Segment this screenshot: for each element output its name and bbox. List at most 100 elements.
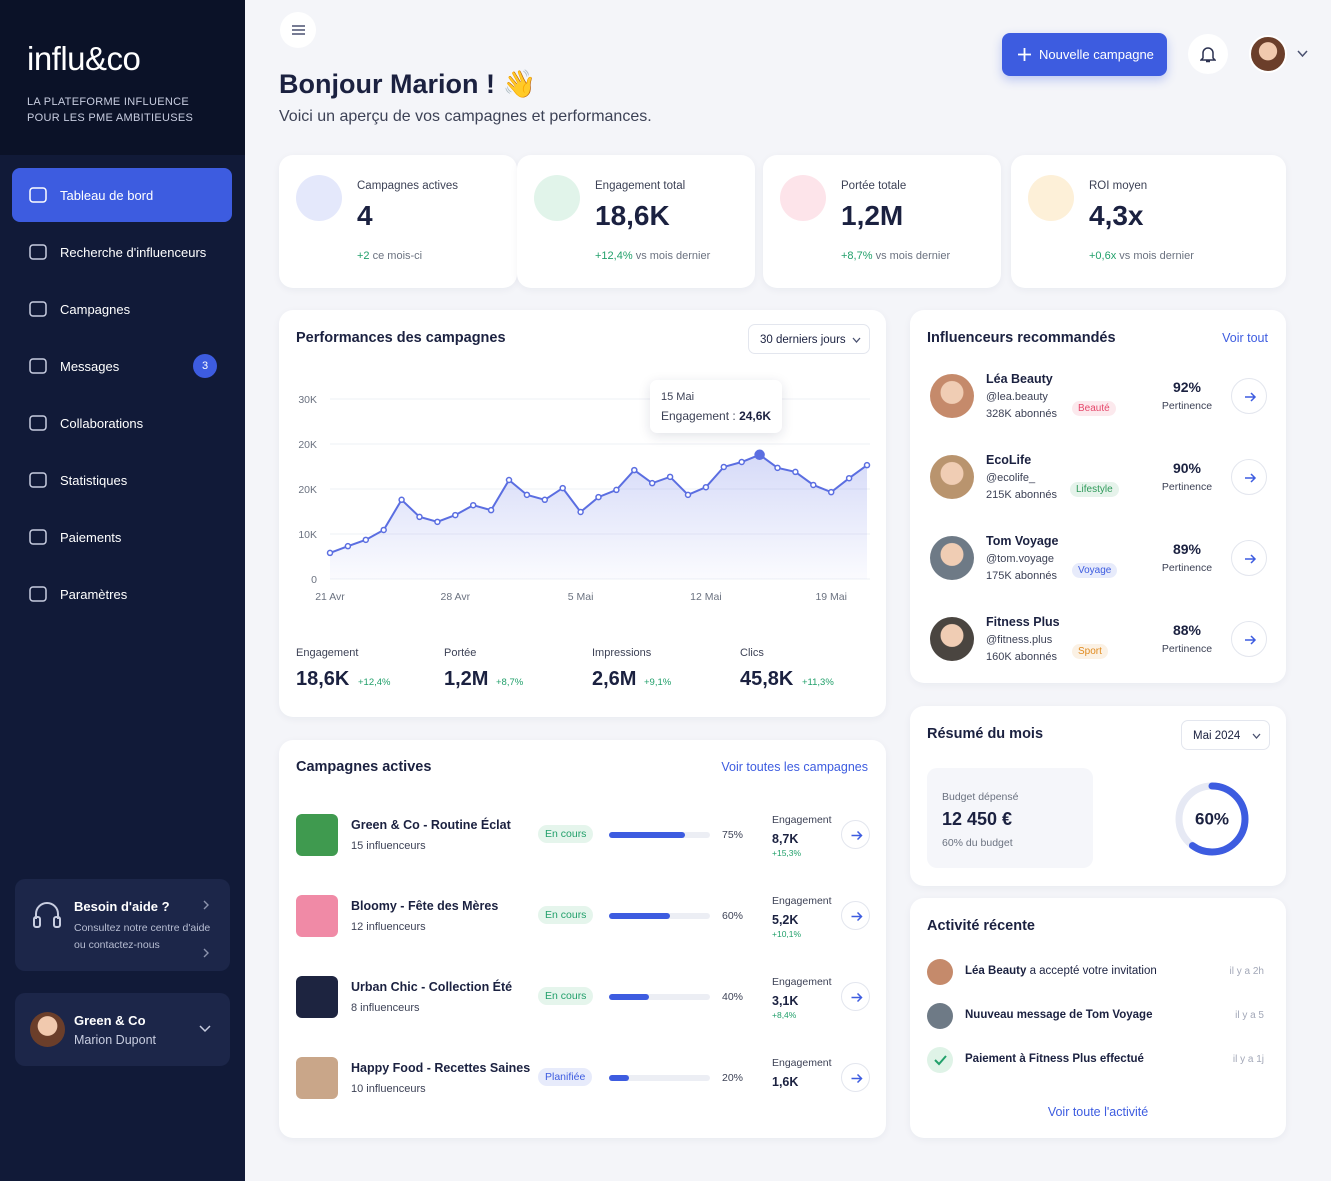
period-select[interactable]: 30 derniers jours	[748, 324, 870, 354]
arrow-button[interactable]	[1231, 459, 1267, 495]
nav-item[interactable]: Collaborations	[12, 396, 232, 450]
x-tick-label: 28 Avr	[441, 591, 471, 603]
period-label: 30 derniers jours	[760, 334, 846, 346]
y-tick-label: 10K	[298, 529, 317, 541]
chevrons	[203, 900, 209, 958]
arrow-button[interactable]	[841, 982, 870, 1011]
nav-item[interactable]: Messages 3	[12, 339, 232, 393]
nav-item[interactable]: Paiements	[12, 510, 232, 564]
card-title: Performances des campagnes	[296, 330, 506, 346]
nav-item[interactable]: Recherche d'influenceurs	[12, 225, 232, 279]
arrow-button[interactable]	[841, 1063, 870, 1092]
influencer-tag: Lifestyle	[1070, 482, 1119, 497]
status-pill: En cours	[538, 825, 594, 843]
influencer-score: 90%	[1172, 460, 1202, 476]
activity-message: Paiement à Fitness Plus effectué	[965, 1053, 1144, 1065]
nav-item[interactable]: Paramètres	[12, 567, 232, 621]
kpi-delta-row: +8,7% vs mois dernier	[841, 250, 950, 262]
nav-label: Statistiques	[60, 473, 128, 488]
influencer-name: Léa Beauty	[986, 372, 1053, 386]
score-label: Pertinence	[1161, 562, 1213, 574]
point	[523, 491, 531, 499]
account-box[interactable]: Green & Co Marion Dupont	[15, 993, 230, 1066]
tooltip-row: Engagement : 24,6K	[661, 409, 771, 423]
progress-bar	[609, 832, 685, 838]
help-box[interactable]: Besoin d'aide ? Consultez notre centre d…	[15, 879, 230, 971]
link[interactable]: Voir tout	[1222, 331, 1268, 345]
progress-track	[609, 994, 710, 1000]
arrow-button[interactable]	[841, 901, 870, 930]
campaign-influencers: 10 influenceurs	[351, 1083, 426, 1095]
kpi-delta: +0,6x	[1089, 250, 1117, 262]
point	[469, 501, 477, 509]
arrow-button[interactable]	[841, 820, 870, 849]
point	[702, 483, 710, 491]
link[interactable]: Voir toute l'activité	[1047, 1105, 1149, 1119]
x-tick-label: 5 Mai	[568, 591, 594, 603]
kpi-note: vs mois dernier	[1119, 250, 1194, 262]
nav-item[interactable]: Tableau de bord	[12, 168, 232, 222]
x-tick-label: 21 Avr	[315, 591, 345, 603]
performance-card: Performances des campagnes 30 derniers j…	[279, 310, 886, 717]
icon-shape	[29, 586, 47, 602]
menu-button[interactable]	[280, 12, 316, 48]
check-icon	[934, 1055, 947, 1066]
stat-label: Portée	[444, 647, 477, 659]
score-label: Pertinence	[1161, 400, 1213, 412]
kpi-label: Portée totale	[841, 180, 907, 192]
point	[845, 474, 853, 482]
icon	[29, 415, 47, 431]
influencer-tag: Sport	[1072, 644, 1108, 659]
activity-icon	[927, 1003, 953, 1029]
notifications-button[interactable]	[1188, 34, 1228, 74]
arrow-button[interactable]	[1231, 540, 1267, 576]
arrow-icon	[851, 830, 863, 841]
ratio-label: 60%	[1195, 809, 1229, 828]
menu-icon	[292, 25, 305, 35]
campaign-thumb	[296, 814, 338, 856]
metric-label: Engagement	[772, 976, 832, 988]
y-tick-label: 20K	[298, 484, 317, 496]
stat-value: 45,8K	[740, 668, 794, 690]
help-title: Besoin d'aide ?	[74, 899, 170, 914]
point	[434, 518, 441, 526]
user-avatar[interactable]	[1249, 35, 1287, 73]
nav-item[interactable]: Campagnes	[12, 282, 232, 336]
link[interactable]: Voir toutes les campagnes	[721, 760, 868, 774]
arrow-path	[851, 992, 863, 1003]
kpi-value: 18,6K	[595, 200, 670, 231]
ratio-donut: 60%	[1175, 782, 1249, 856]
budget-box: Budget dépensé 12 450 € 60% du budget	[927, 768, 1093, 868]
icon-shape	[29, 529, 47, 545]
arrow-icon	[1245, 392, 1257, 402]
account-company: Green & Co	[74, 1013, 146, 1028]
new-campaign-button[interactable]: Nouvelle campagne	[1002, 33, 1167, 76]
point	[577, 508, 584, 516]
stat-value: 18,6K	[296, 668, 350, 690]
card-title: Campagnes actives	[296, 759, 432, 775]
arrow-icon	[851, 911, 863, 922]
point	[398, 496, 405, 504]
nav-item[interactable]: Statistiques	[12, 453, 232, 507]
tooltip-date: 15 Mai	[661, 391, 695, 403]
icon-shape	[29, 244, 47, 260]
arrow-button[interactable]	[1231, 378, 1267, 414]
campaign-thumb	[296, 1057, 338, 1099]
nav-label: Paramètres	[60, 587, 128, 602]
activity-text: Paiement à Fitness Plus effectué	[965, 1053, 1144, 1065]
icon	[29, 301, 47, 317]
avatar-chevron[interactable]	[1297, 50, 1308, 58]
icon-shape	[29, 187, 47, 203]
stat-delta: +8,7%	[496, 677, 524, 688]
arrow-path	[1245, 635, 1257, 645]
kpi-value: 4	[357, 200, 373, 231]
influencer-avatar	[930, 374, 974, 418]
y-tick-label: 20K	[298, 439, 317, 451]
month-select[interactable]: Mai 2024	[1181, 720, 1270, 750]
influencer-handle: @fitness.plus	[986, 634, 1053, 646]
arrow-icon	[1245, 635, 1257, 645]
activity-icon	[927, 959, 953, 985]
campaign-thumb	[296, 895, 338, 937]
arrow-button[interactable]	[1231, 621, 1267, 657]
check	[934, 1055, 947, 1066]
